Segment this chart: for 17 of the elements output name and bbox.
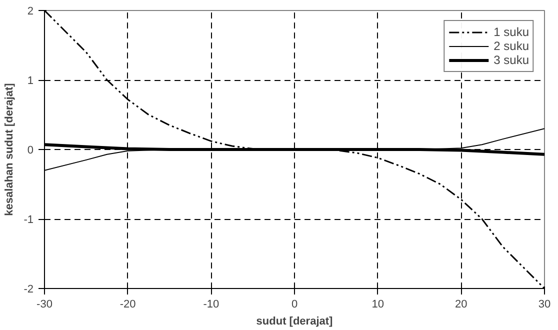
y-axis-title: kesalahan sudut [derajat] [4,82,16,216]
x-tick-label: -10 [203,298,220,310]
y-tick-label: 0 [27,144,34,156]
x-tick-label: -20 [120,298,136,310]
x-tick-label: -30 [36,298,52,310]
x-tick-label: 20 [455,298,468,310]
x-axis-title: sudut [derajat] [256,316,334,328]
y-tick-label: -2 [24,284,34,296]
x-tick-label: 10 [372,298,384,310]
x-tick-label: 30 [538,298,551,310]
legend-label: 3 suku [494,53,529,67]
x-tick-label: 0 [291,298,298,310]
y-tick-label: -1 [24,214,34,226]
y-tick-label: 1 [27,75,34,87]
y-tick-label: 2 [27,6,34,18]
legend-label: 1 suku [494,25,529,39]
legend-label: 2 suku [494,39,529,53]
